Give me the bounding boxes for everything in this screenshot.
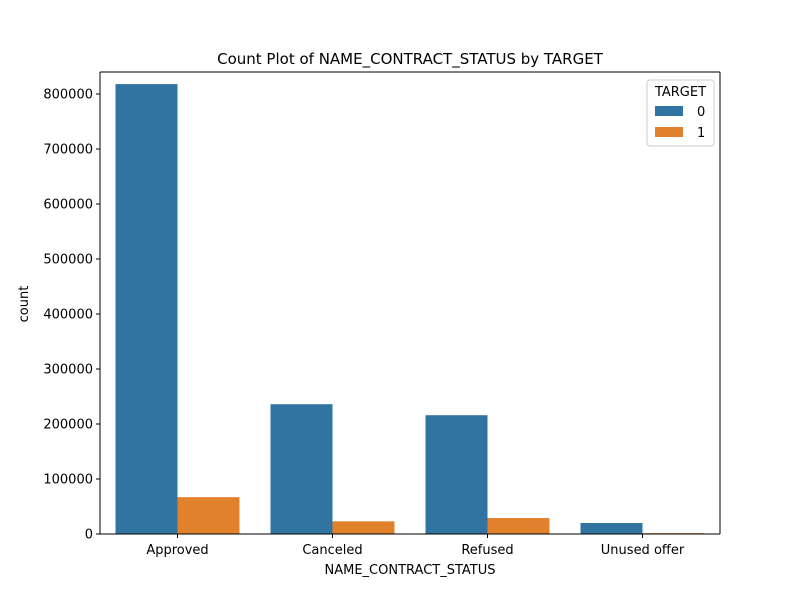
y-tick-label: 500000 bbox=[43, 253, 93, 268]
bar-canceled-target-1 bbox=[332, 521, 395, 534]
x-tick-label: Unused offer bbox=[601, 543, 685, 558]
legend-title: TARGET bbox=[654, 85, 706, 100]
x-tick-label: Approved bbox=[146, 543, 208, 558]
chart-title: Count Plot of NAME_CONTRACT_STATUS by TA… bbox=[217, 50, 604, 69]
legend-label-series-1: 1 bbox=[697, 126, 705, 141]
bar-refused-target-0 bbox=[425, 415, 488, 534]
y-tick-label: 0 bbox=[85, 528, 93, 543]
x-tick-label: Refused bbox=[461, 543, 513, 558]
legend-swatch-series-0 bbox=[655, 106, 683, 116]
x-axis-label: NAME_CONTRACT_STATUS bbox=[325, 563, 496, 578]
bar-canceled-target-0 bbox=[270, 404, 333, 534]
legend-label-series-0: 0 bbox=[697, 105, 705, 120]
bar-approved-target-1 bbox=[177, 497, 240, 534]
y-tick-label: 100000 bbox=[43, 473, 93, 488]
y-axis-label: count bbox=[17, 286, 32, 323]
bar-refused-target-1 bbox=[487, 518, 550, 534]
y-tick-label: 700000 bbox=[43, 143, 93, 158]
y-tick-label: 400000 bbox=[43, 308, 93, 323]
y-tick-label: 800000 bbox=[43, 88, 93, 103]
y-tick-label: 300000 bbox=[43, 363, 93, 378]
bar-approved-target-0 bbox=[115, 84, 178, 534]
legend: TARGET 0 1 bbox=[646, 79, 715, 147]
y-tick-label: 200000 bbox=[43, 418, 93, 433]
legend-swatch-series-1 bbox=[655, 127, 683, 137]
x-tick-label: Canceled bbox=[302, 543, 362, 558]
bar-unused-offer-target-0 bbox=[580, 523, 643, 534]
bars-layer bbox=[115, 84, 705, 534]
y-tick-label: 600000 bbox=[43, 198, 93, 213]
axes-layer: 0 100000 200000 300000 400000 500000 600000 700… bbox=[43, 71, 721, 558]
